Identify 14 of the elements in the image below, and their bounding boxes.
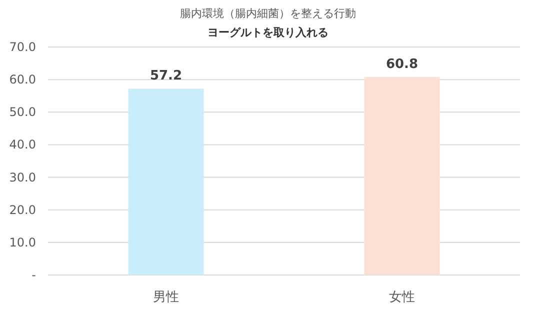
chart-title: 腸内環境（腸内細菌）を整える行動 xyxy=(180,7,356,20)
y-tick-label: 20.0 xyxy=(9,202,36,217)
y-tick-label: 40.0 xyxy=(9,138,36,152)
y-tick-label: - xyxy=(32,268,36,282)
x-tick-label: 女性 xyxy=(389,290,415,305)
y-tick-label: 70.0 xyxy=(9,40,36,54)
data-label: 57.2 xyxy=(150,68,182,84)
y-tick-label: 60.0 xyxy=(9,72,36,87)
y-tick-label: 10.0 xyxy=(9,235,36,250)
chart-subtitle: ヨーグルトを取り入れる xyxy=(208,26,328,39)
y-tick-label: 50.0 xyxy=(9,105,36,120)
data-label: 60.8 xyxy=(386,56,418,72)
x-tick-label: 男性 xyxy=(153,290,179,305)
y-tick-label: 30.0 xyxy=(9,170,36,184)
